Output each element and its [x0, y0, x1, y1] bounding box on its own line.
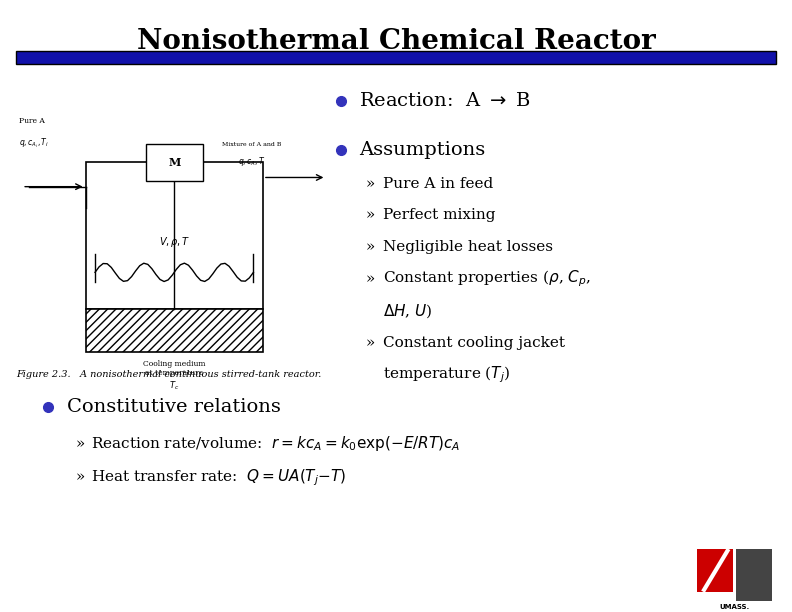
Text: Nonisothermal Chemical Reactor: Nonisothermal Chemical Reactor [137, 28, 655, 54]
Text: Constant cooling jacket: Constant cooling jacket [383, 336, 565, 349]
Text: Constitutive relations: Constitutive relations [67, 398, 281, 416]
Text: temperature ($T_j$): temperature ($T_j$) [383, 364, 510, 385]
Text: Cooling medium
at temperature: Cooling medium at temperature [143, 359, 205, 377]
Text: Negligible heat losses: Negligible heat losses [383, 241, 553, 254]
Text: Assumptions: Assumptions [359, 141, 485, 159]
Text: Figure 2.3.   A nonisothermal continuous stirred-tank reactor.: Figure 2.3. A nonisothermal continuous s… [16, 370, 322, 379]
Text: »: » [75, 437, 85, 450]
Text: Pure A in feed: Pure A in feed [383, 177, 493, 190]
Text: Constant properties ($\rho$, $C_p$,: Constant properties ($\rho$, $C_p$, [383, 269, 591, 289]
Text: M: M [168, 157, 181, 168]
Bar [146, 144, 203, 181]
Bar [86, 309, 263, 352]
Text: UMASS.: UMASS. [719, 603, 750, 610]
Text: $V, \rho, T$: $V, \rho, T$ [158, 235, 190, 248]
Text: Pure A: Pure A [19, 118, 45, 125]
FancyBboxPatch shape [16, 51, 776, 64]
Text: »: » [75, 471, 85, 484]
Bar [697, 549, 733, 592]
Text: »: » [366, 209, 375, 222]
Text: Reaction:  A $\rightarrow$ B: Reaction: A $\rightarrow$ B [359, 92, 531, 110]
Text: »: » [366, 272, 375, 286]
Bar [736, 549, 772, 601]
Text: $q, c_A, T$: $q, c_A, T$ [238, 155, 265, 168]
Text: Mixture of A and B: Mixture of A and B [222, 142, 281, 147]
Text: $\Delta H$, $U$): $\Delta H$, $U$) [383, 302, 432, 319]
Text: »: » [366, 336, 375, 349]
Text: Heat transfer rate:  $Q = UA(T_j\mathrm{-}T)$: Heat transfer rate: $Q = UA(T_j\mathrm{-… [91, 467, 346, 488]
Text: Perfect mixing: Perfect mixing [383, 209, 495, 222]
Text: »: » [366, 177, 375, 190]
Bar [86, 162, 263, 309]
Text: $T_c$: $T_c$ [169, 379, 179, 392]
Text: »: » [366, 241, 375, 254]
Text: Reaction rate/volume:  $r = kc_A = k_0\mathrm{exp}(-E/RT)c_A$: Reaction rate/volume: $r = kc_A = k_0\ma… [91, 434, 460, 453]
Text: $q, c_{A_i}, T_i$: $q, c_{A_i}, T_i$ [19, 136, 49, 150]
